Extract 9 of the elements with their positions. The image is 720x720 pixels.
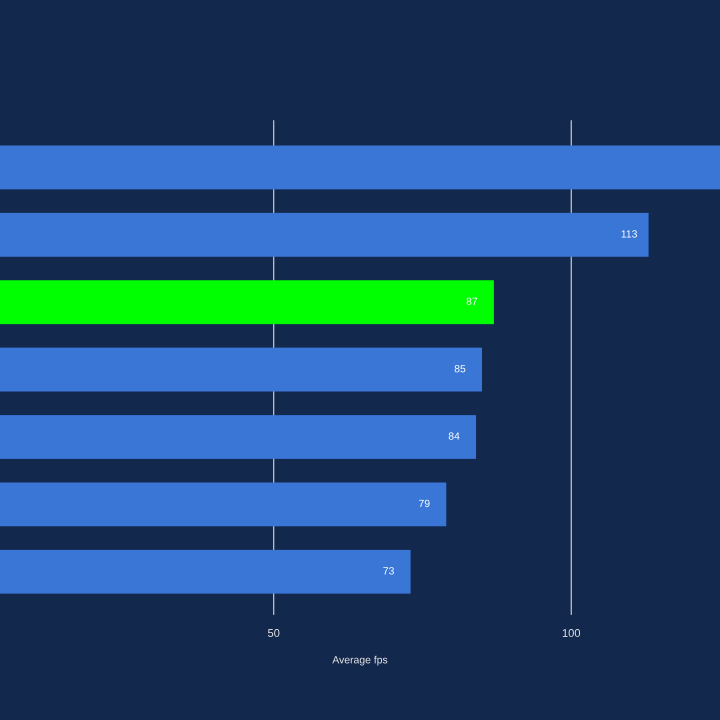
data-label: 113 <box>622 230 637 238</box>
data-label: 79 <box>419 500 430 508</box>
x-axis-title: Average fps <box>332 656 388 666</box>
data-label: 85 <box>454 365 466 372</box>
data-label: 87 <box>466 298 478 305</box>
data-label: 73 <box>383 567 394 575</box>
x-tick-label: 100 <box>562 629 580 637</box>
x-tick-label: 50 <box>268 629 280 637</box>
data-label: 84 <box>448 432 460 440</box>
